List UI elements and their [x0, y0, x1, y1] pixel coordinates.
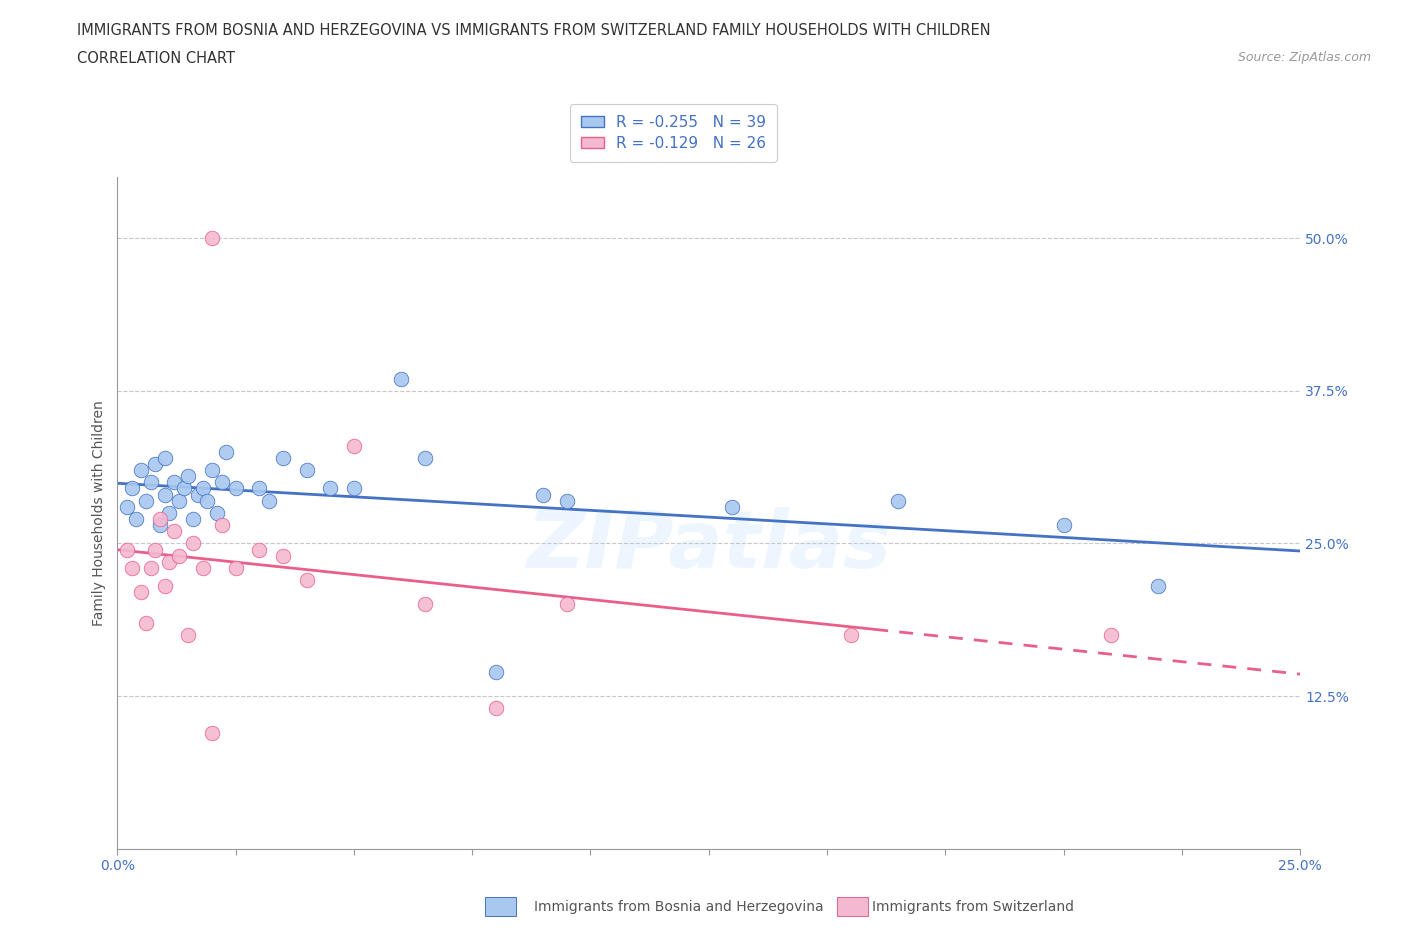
Point: [721, 499, 744, 514]
Point: [343, 438, 366, 453]
Point: [177, 628, 200, 643]
Point: [555, 493, 578, 508]
Point: [211, 475, 233, 490]
Point: [247, 481, 270, 496]
Text: ZIPatlas: ZIPatlas: [526, 508, 891, 586]
Point: [125, 512, 148, 526]
Point: [1147, 578, 1170, 593]
Point: [115, 542, 138, 557]
Point: [159, 505, 181, 520]
Point: [555, 597, 578, 612]
Point: [129, 585, 152, 600]
Point: [195, 493, 218, 508]
Point: [887, 493, 910, 508]
Point: [163, 524, 186, 538]
Point: [839, 628, 862, 643]
Point: [531, 487, 554, 502]
Point: [485, 701, 508, 716]
Point: [201, 463, 224, 478]
Point: [201, 231, 224, 246]
Point: [211, 518, 233, 533]
Point: [389, 371, 412, 386]
Point: [191, 561, 214, 576]
Point: [485, 664, 508, 679]
Point: [153, 487, 176, 502]
Text: Source: ZipAtlas.com: Source: ZipAtlas.com: [1237, 51, 1371, 64]
Point: [215, 445, 238, 459]
Point: [413, 597, 436, 612]
Text: CORRELATION CHART: CORRELATION CHART: [77, 51, 235, 66]
Point: [121, 481, 143, 496]
Point: [257, 493, 280, 508]
Point: [135, 616, 157, 631]
Point: [319, 481, 342, 496]
Point: [1052, 518, 1074, 533]
Point: [159, 554, 181, 569]
Point: [191, 481, 214, 496]
Point: [167, 548, 190, 563]
Point: [343, 481, 366, 496]
Legend: R = -0.255   N = 39, R = -0.129   N = 26: R = -0.255 N = 39, R = -0.129 N = 26: [569, 104, 776, 162]
Text: Immigrants from Switzerland: Immigrants from Switzerland: [872, 899, 1074, 914]
Point: [143, 457, 166, 472]
Point: [153, 450, 176, 465]
Point: [129, 463, 152, 478]
Point: [271, 450, 294, 465]
Point: [149, 518, 172, 533]
Point: [271, 548, 294, 563]
Text: IMMIGRANTS FROM BOSNIA AND HERZEGOVINA VS IMMIGRANTS FROM SWITZERLAND FAMILY HOU: IMMIGRANTS FROM BOSNIA AND HERZEGOVINA V…: [77, 23, 991, 38]
Point: [205, 505, 228, 520]
Y-axis label: Family Households with Children: Family Households with Children: [93, 400, 107, 626]
Point: [139, 561, 162, 576]
Point: [177, 469, 200, 484]
Point: [1099, 628, 1122, 643]
Point: [413, 450, 436, 465]
Point: [173, 481, 195, 496]
Point: [201, 725, 224, 740]
Point: [295, 573, 318, 588]
Point: [163, 475, 186, 490]
Point: [181, 536, 204, 551]
Point: [167, 493, 190, 508]
Point: [295, 463, 318, 478]
Point: [153, 578, 176, 593]
Point: [135, 493, 157, 508]
Point: [149, 512, 172, 526]
Point: [225, 561, 247, 576]
Point: [225, 481, 247, 496]
Point: [247, 542, 270, 557]
Point: [181, 512, 204, 526]
Point: [143, 542, 166, 557]
Point: [121, 561, 143, 576]
Point: [187, 487, 209, 502]
Point: [139, 475, 162, 490]
Point: [115, 499, 138, 514]
Text: Immigrants from Bosnia and Herzegovina: Immigrants from Bosnia and Herzegovina: [534, 899, 824, 914]
